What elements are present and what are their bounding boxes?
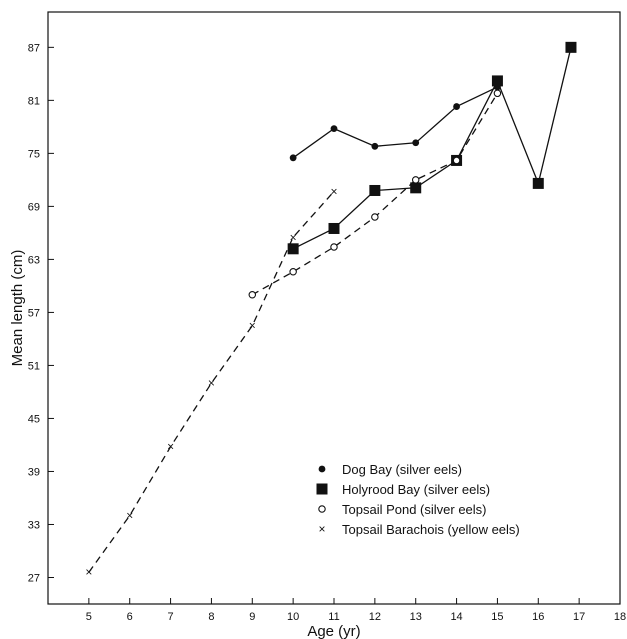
data-point-series-3: × — [208, 376, 215, 390]
data-point-series-1 — [369, 184, 381, 196]
y-tick-label: 39 — [28, 466, 40, 478]
y-tick-label: 81 — [28, 95, 40, 107]
x-axis-title: Age (yr) — [307, 623, 360, 639]
markers-layer: × × × × × × × — [85, 41, 577, 579]
x-tick-label: 17 — [573, 611, 585, 623]
data-point-series-2 — [371, 213, 379, 221]
x-tick-label: 7 — [168, 611, 174, 623]
series-layer — [88, 47, 572, 573]
y-tick-label: 51 — [28, 360, 40, 372]
data-point-series-0 — [371, 142, 379, 150]
data-point-series-2 — [411, 176, 420, 184]
x-tick-label: 13 — [410, 611, 422, 623]
legend-marker-0 — [318, 465, 326, 473]
plot-frame-group — [47, 11, 621, 605]
data-point-series-1 — [287, 243, 299, 255]
legend-label-1: Holyrood Bay (silver eels) — [342, 482, 490, 497]
data-point-series-2 — [330, 243, 338, 251]
data-point-series-1 — [328, 222, 340, 234]
legend-marker-3: × — [318, 522, 325, 536]
data-point-series-2 — [248, 290, 257, 299]
x-tick-label: 16 — [532, 611, 544, 623]
y-tick-label: 63 — [28, 254, 40, 266]
data-point-series-0 — [412, 139, 420, 147]
data-point-series-3: × — [249, 319, 256, 333]
x-tick-label: 14 — [450, 611, 462, 623]
y-tick-label: 33 — [28, 519, 40, 531]
data-point-series-2 — [452, 156, 461, 165]
legend-label-0: Dog Bay (silver eels) — [342, 462, 462, 477]
y-tick-label: 45 — [28, 413, 40, 425]
plot-frame — [47, 11, 621, 605]
data-point-series-1 — [410, 182, 422, 194]
data-point-series-3: × — [290, 230, 297, 244]
x-tick-label: 15 — [491, 611, 503, 623]
x-axis: 5 6 7 8 9 10 11 12 13 14 15 16 17 18 — [86, 598, 626, 623]
y-tick-label: 87 — [28, 42, 40, 54]
data-point-series-0 — [453, 103, 460, 110]
data-point-series-1 — [532, 177, 544, 189]
legend-marker-1 — [316, 483, 328, 495]
data-point-series-1 — [491, 75, 503, 87]
legend-label-3: Topsail Barachois (yellow eels) — [342, 522, 520, 537]
data-point-series-3: × — [167, 440, 174, 454]
x-tick-label: 12 — [369, 611, 381, 623]
x-tick-label: 9 — [249, 611, 255, 623]
data-point-series-0 — [330, 125, 338, 133]
series-line-1 — [292, 47, 572, 250]
y-axis-title: Mean length (cm) — [9, 250, 26, 367]
data-point-series-2 — [493, 89, 502, 98]
y-tick-label: 69 — [28, 201, 40, 213]
legend-marker-2 — [318, 505, 326, 513]
y-tick-label: 75 — [28, 148, 40, 160]
x-tick-label: 6 — [127, 611, 133, 623]
x-tick-label: 5 — [86, 611, 92, 623]
x-tick-label: 8 — [208, 611, 214, 623]
data-point-series-3: × — [85, 565, 92, 579]
data-point-series-2 — [289, 268, 297, 276]
y-tick-label: 27 — [28, 572, 40, 584]
x-tick-label: 11 — [328, 611, 339, 623]
data-point-series-1 — [565, 41, 577, 53]
legend: Dog Bay (silver eels) Holyrood Bay (silve… — [316, 462, 520, 537]
legend-label-2: Topsail Pond (silver eels) — [342, 502, 487, 517]
data-point-series-3: × — [330, 184, 337, 198]
y-axis: 27 33 39 45 51 57 63 69 75 81 87 — [28, 42, 54, 584]
data-point-series-0 — [289, 154, 297, 162]
data-point-series-3: × — [126, 509, 133, 523]
x-tick-label: 18 — [614, 611, 626, 623]
series-line-0 — [292, 86, 498, 159]
x-tick-label: 10 — [287, 611, 299, 623]
y-tick-label: 57 — [28, 307, 40, 319]
